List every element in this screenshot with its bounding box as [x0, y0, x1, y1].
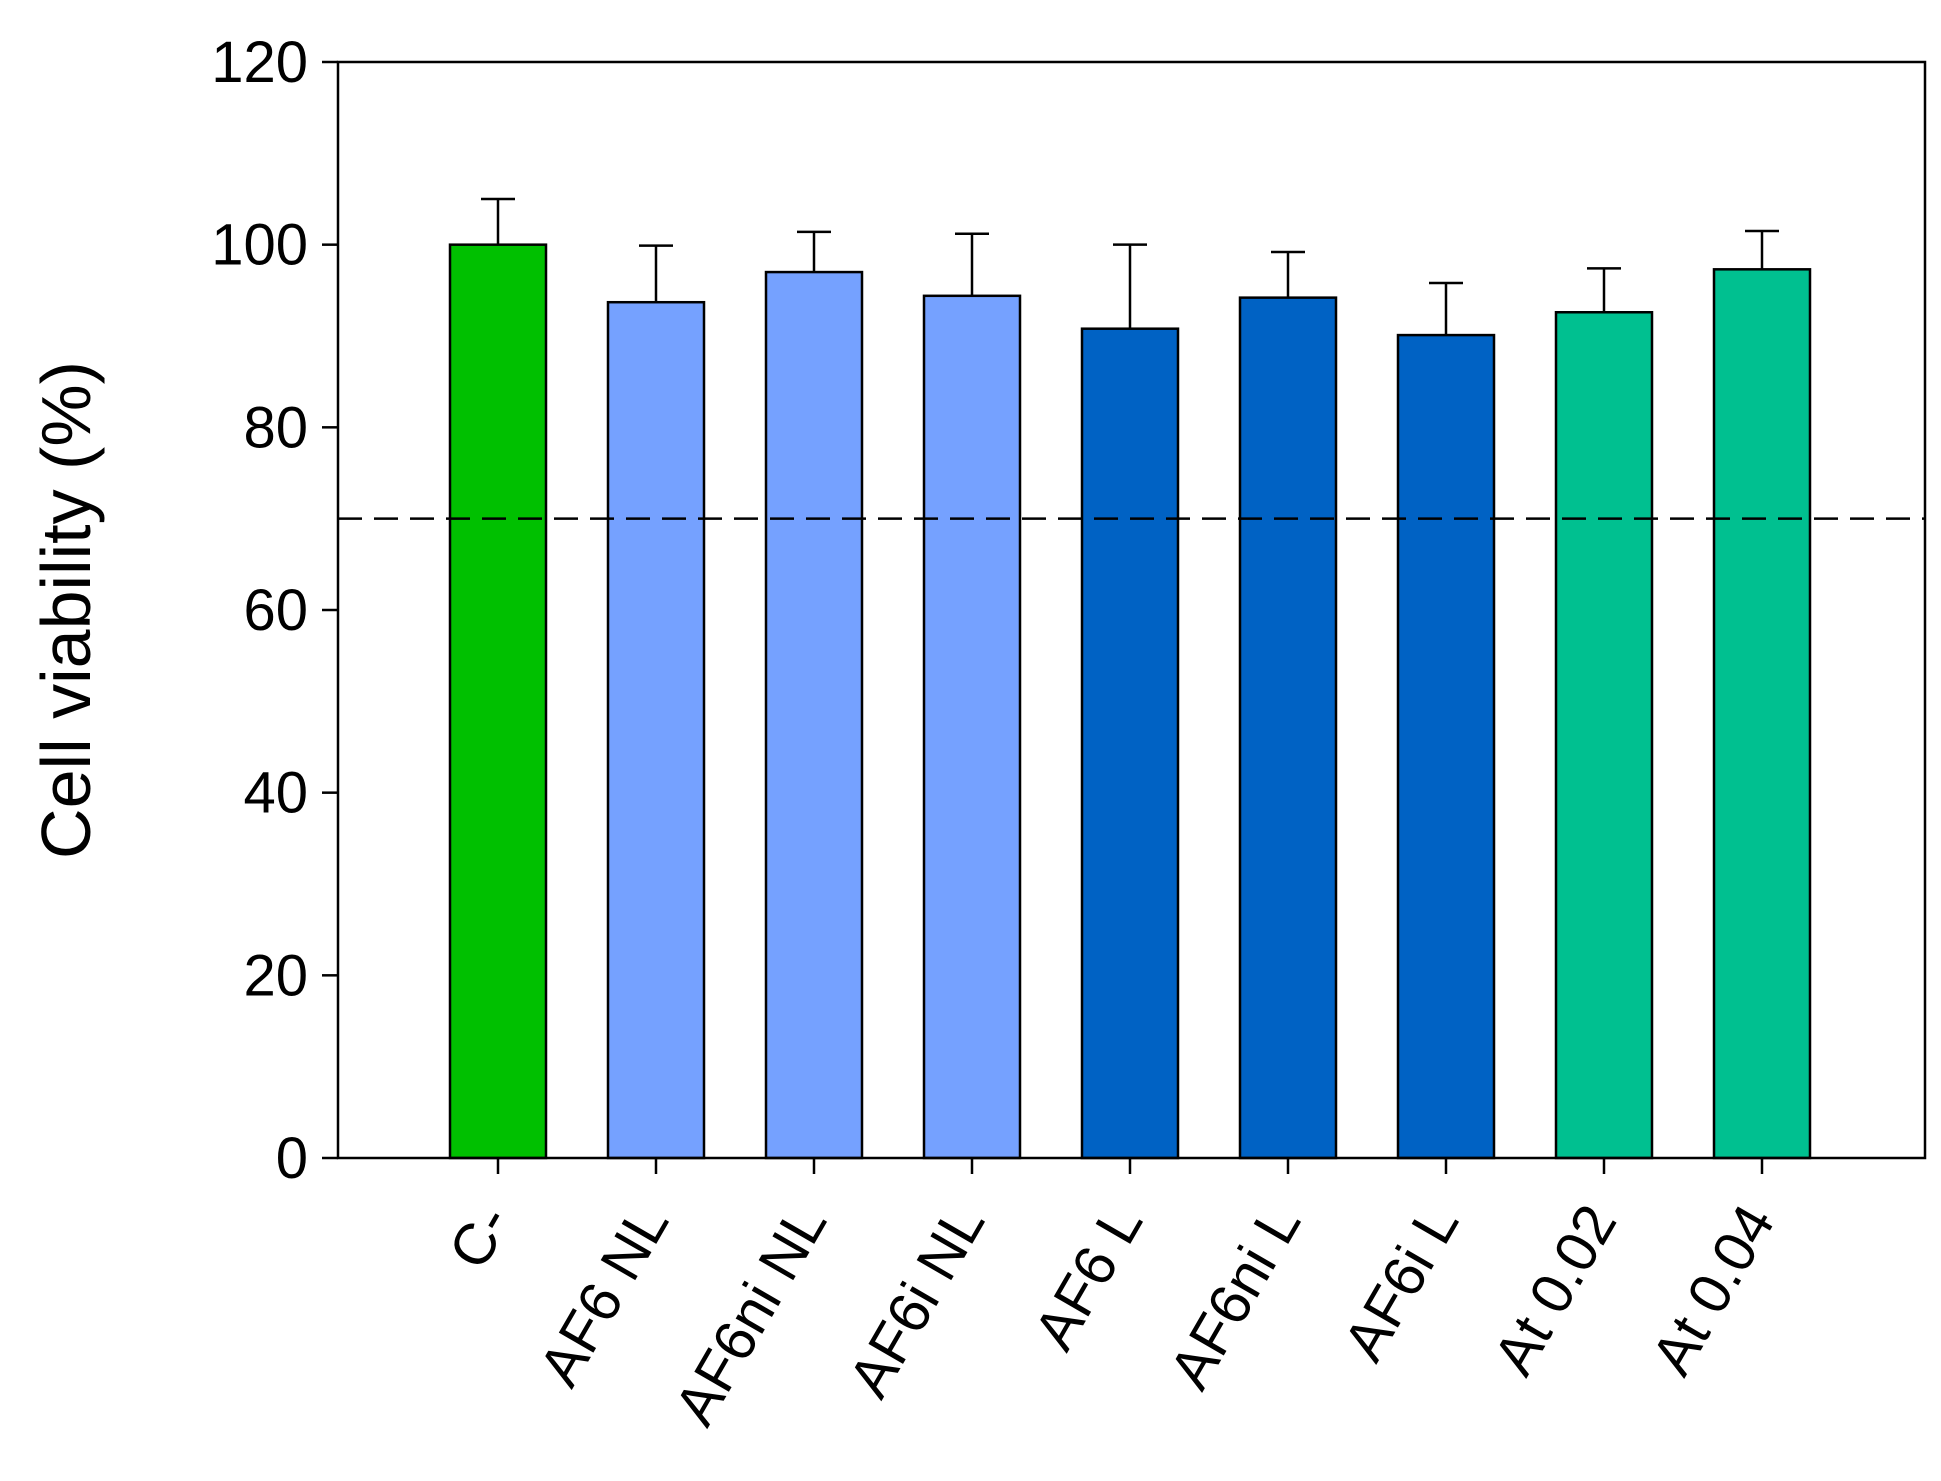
bar-7	[1396, 333, 1496, 1160]
y-tick-label-5: 80	[243, 395, 308, 460]
bar-5	[1080, 327, 1180, 1160]
bar-6	[1238, 296, 1338, 1160]
bar-3	[764, 270, 864, 1160]
x-tick-label-6: AF6ni L	[1157, 1194, 1313, 1400]
x-tick-label-4: AF6i NL	[836, 1194, 997, 1408]
y-tick-label-4: 60	[243, 578, 308, 643]
x-tick-label-1: C-	[436, 1194, 523, 1280]
bar-4	[922, 294, 1022, 1160]
y-tick-label-1: 0	[276, 1126, 308, 1191]
y-tick-label-2: 20	[243, 943, 308, 1008]
error-bars-layer	[481, 197, 1779, 336]
bars-layer	[448, 243, 1812, 1160]
x-tick-label-2: AF6 NL	[527, 1194, 682, 1397]
x-tick-label-3: AF6ni NL	[662, 1194, 839, 1436]
y-axis: 0 20 40 60 80 100 120	[211, 30, 338, 1191]
bar-2	[606, 300, 706, 1160]
bar-1	[448, 243, 548, 1160]
bar-9	[1712, 268, 1812, 1160]
y-tick-label-3: 40	[243, 761, 308, 826]
y-tick-label-6: 100	[211, 213, 308, 278]
x-tick-label-9: At 0.04	[1639, 1194, 1787, 1386]
y-tick-label-7: 120	[211, 30, 308, 95]
x-tick-label-5: AF6 L	[1022, 1194, 1156, 1361]
x-tick-label-7: AF6i L	[1331, 1194, 1471, 1372]
x-tick-label-8: At 0.02	[1481, 1194, 1629, 1386]
bar-8	[1554, 311, 1654, 1160]
y-axis-label: Cell viability (%)	[27, 361, 105, 859]
